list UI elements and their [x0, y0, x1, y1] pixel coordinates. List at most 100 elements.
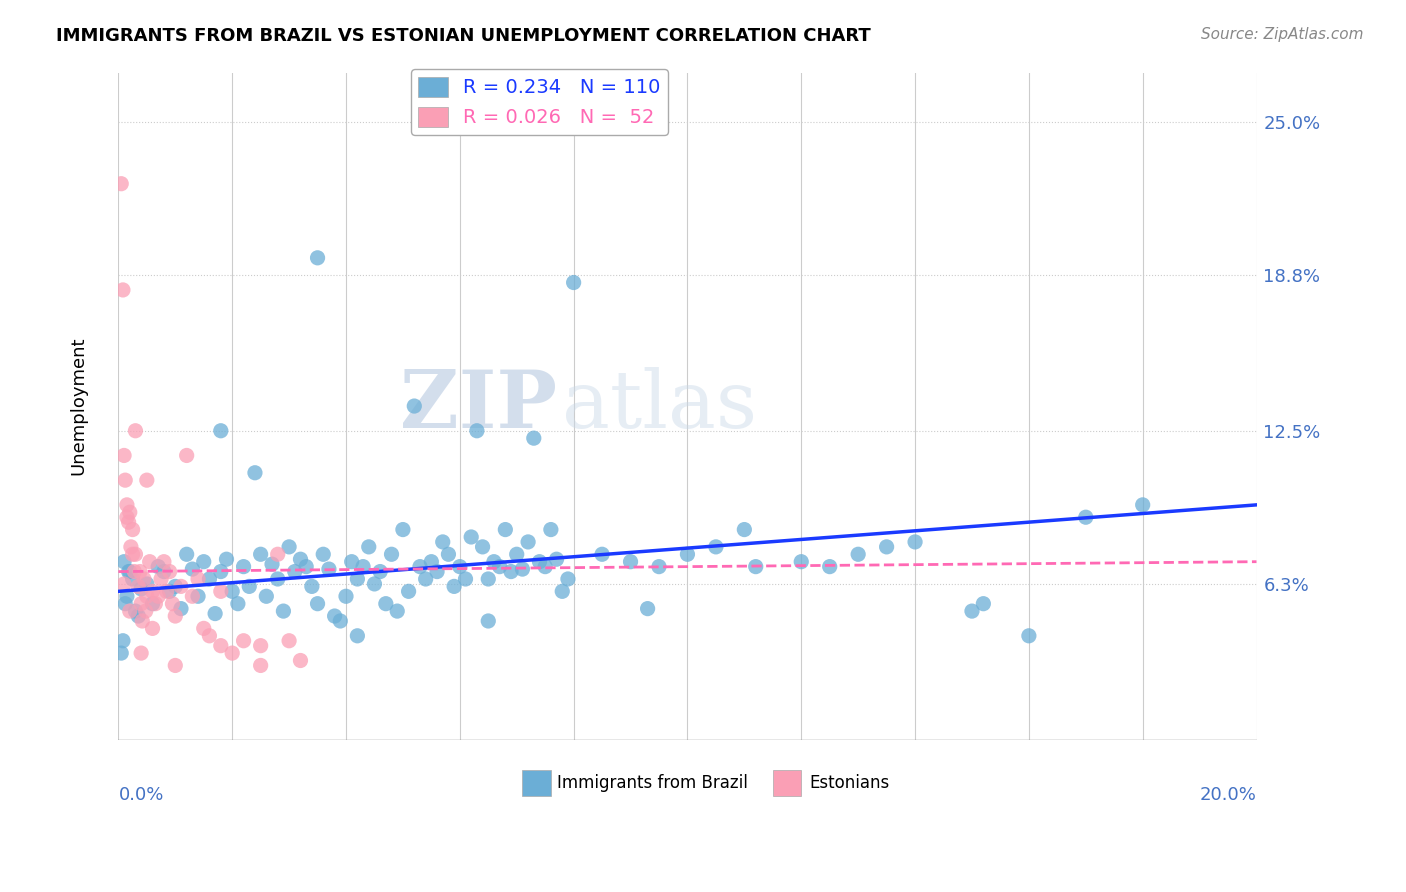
Point	[846, 547, 869, 561]
Point	[534, 559, 557, 574]
Point	[904, 535, 927, 549]
Point	[471, 540, 494, 554]
Point	[529, 555, 551, 569]
Point	[124, 547, 146, 561]
Point	[790, 555, 813, 569]
FancyBboxPatch shape	[773, 770, 801, 797]
Point	[165, 579, 187, 593]
Point	[111, 633, 134, 648]
Point	[129, 582, 152, 596]
Point	[193, 621, 215, 635]
Point	[129, 597, 152, 611]
Point	[153, 565, 176, 579]
Point	[221, 646, 243, 660]
Point	[115, 498, 138, 512]
Point	[346, 572, 368, 586]
Point	[482, 555, 505, 569]
Point	[273, 604, 295, 618]
Point	[198, 629, 221, 643]
Point	[121, 547, 143, 561]
Point	[221, 584, 243, 599]
Point	[114, 473, 136, 487]
Point	[284, 565, 307, 579]
Point	[551, 584, 574, 599]
Point	[267, 547, 290, 561]
Point	[243, 466, 266, 480]
Point	[204, 607, 226, 621]
Point	[392, 523, 415, 537]
Point	[449, 559, 471, 574]
Point	[129, 565, 152, 579]
Point	[409, 559, 432, 574]
Point	[118, 604, 141, 618]
Text: ZIP: ZIP	[399, 367, 557, 445]
Point	[232, 559, 254, 574]
Point	[215, 552, 238, 566]
Point	[357, 540, 380, 554]
Point	[118, 565, 141, 579]
Legend: R = 0.234   N = 110, R = 0.026   N =  52: R = 0.234 N = 110, R = 0.026 N = 52	[411, 69, 668, 136]
Text: 20.0%: 20.0%	[1199, 786, 1257, 805]
Point	[165, 609, 187, 624]
Point	[165, 658, 187, 673]
Point	[557, 572, 579, 586]
Point	[127, 579, 149, 593]
Text: Unemployment: Unemployment	[69, 337, 87, 475]
Point	[159, 565, 181, 579]
Point	[198, 572, 221, 586]
Point	[110, 646, 132, 660]
Point	[170, 601, 193, 615]
Point	[150, 572, 173, 586]
Point	[170, 579, 193, 593]
Point	[112, 555, 135, 569]
Point	[112, 577, 135, 591]
Point	[120, 540, 142, 554]
Point	[318, 562, 340, 576]
Point	[340, 555, 363, 569]
Point	[145, 597, 167, 611]
Point	[404, 399, 426, 413]
Point	[546, 552, 568, 566]
Point	[226, 597, 249, 611]
Point	[290, 552, 312, 566]
Point	[249, 658, 271, 673]
Point	[637, 601, 659, 615]
Text: IMMIGRANTS FROM BRAZIL VS ESTONIAN UNEMPLOYMENT CORRELATION CHART: IMMIGRANTS FROM BRAZIL VS ESTONIAN UNEMP…	[56, 27, 870, 45]
Point	[368, 565, 391, 579]
Point	[443, 579, 465, 593]
Point	[260, 557, 283, 571]
Point	[415, 572, 437, 586]
Point	[267, 572, 290, 586]
Point	[398, 584, 420, 599]
Point	[193, 555, 215, 569]
Point	[117, 565, 139, 579]
Point	[523, 431, 546, 445]
Point	[209, 424, 232, 438]
Point	[432, 535, 454, 549]
Point	[307, 251, 329, 265]
Point	[335, 589, 357, 603]
FancyBboxPatch shape	[523, 770, 551, 797]
Point	[876, 540, 898, 554]
Point	[346, 629, 368, 643]
Point	[138, 555, 160, 569]
Point	[121, 572, 143, 586]
Point	[127, 609, 149, 624]
Point	[209, 639, 232, 653]
Point	[111, 283, 134, 297]
Point	[112, 449, 135, 463]
Point	[141, 584, 163, 599]
Point	[159, 584, 181, 599]
Point	[131, 614, 153, 628]
Point	[540, 523, 562, 537]
Point	[135, 604, 157, 618]
Point	[124, 565, 146, 579]
Point	[562, 276, 585, 290]
Point	[135, 577, 157, 591]
Point	[818, 559, 841, 574]
Point	[329, 614, 352, 628]
Point	[374, 597, 396, 611]
Point	[110, 177, 132, 191]
Text: Source: ZipAtlas.com: Source: ZipAtlas.com	[1201, 27, 1364, 42]
Point	[181, 589, 204, 603]
